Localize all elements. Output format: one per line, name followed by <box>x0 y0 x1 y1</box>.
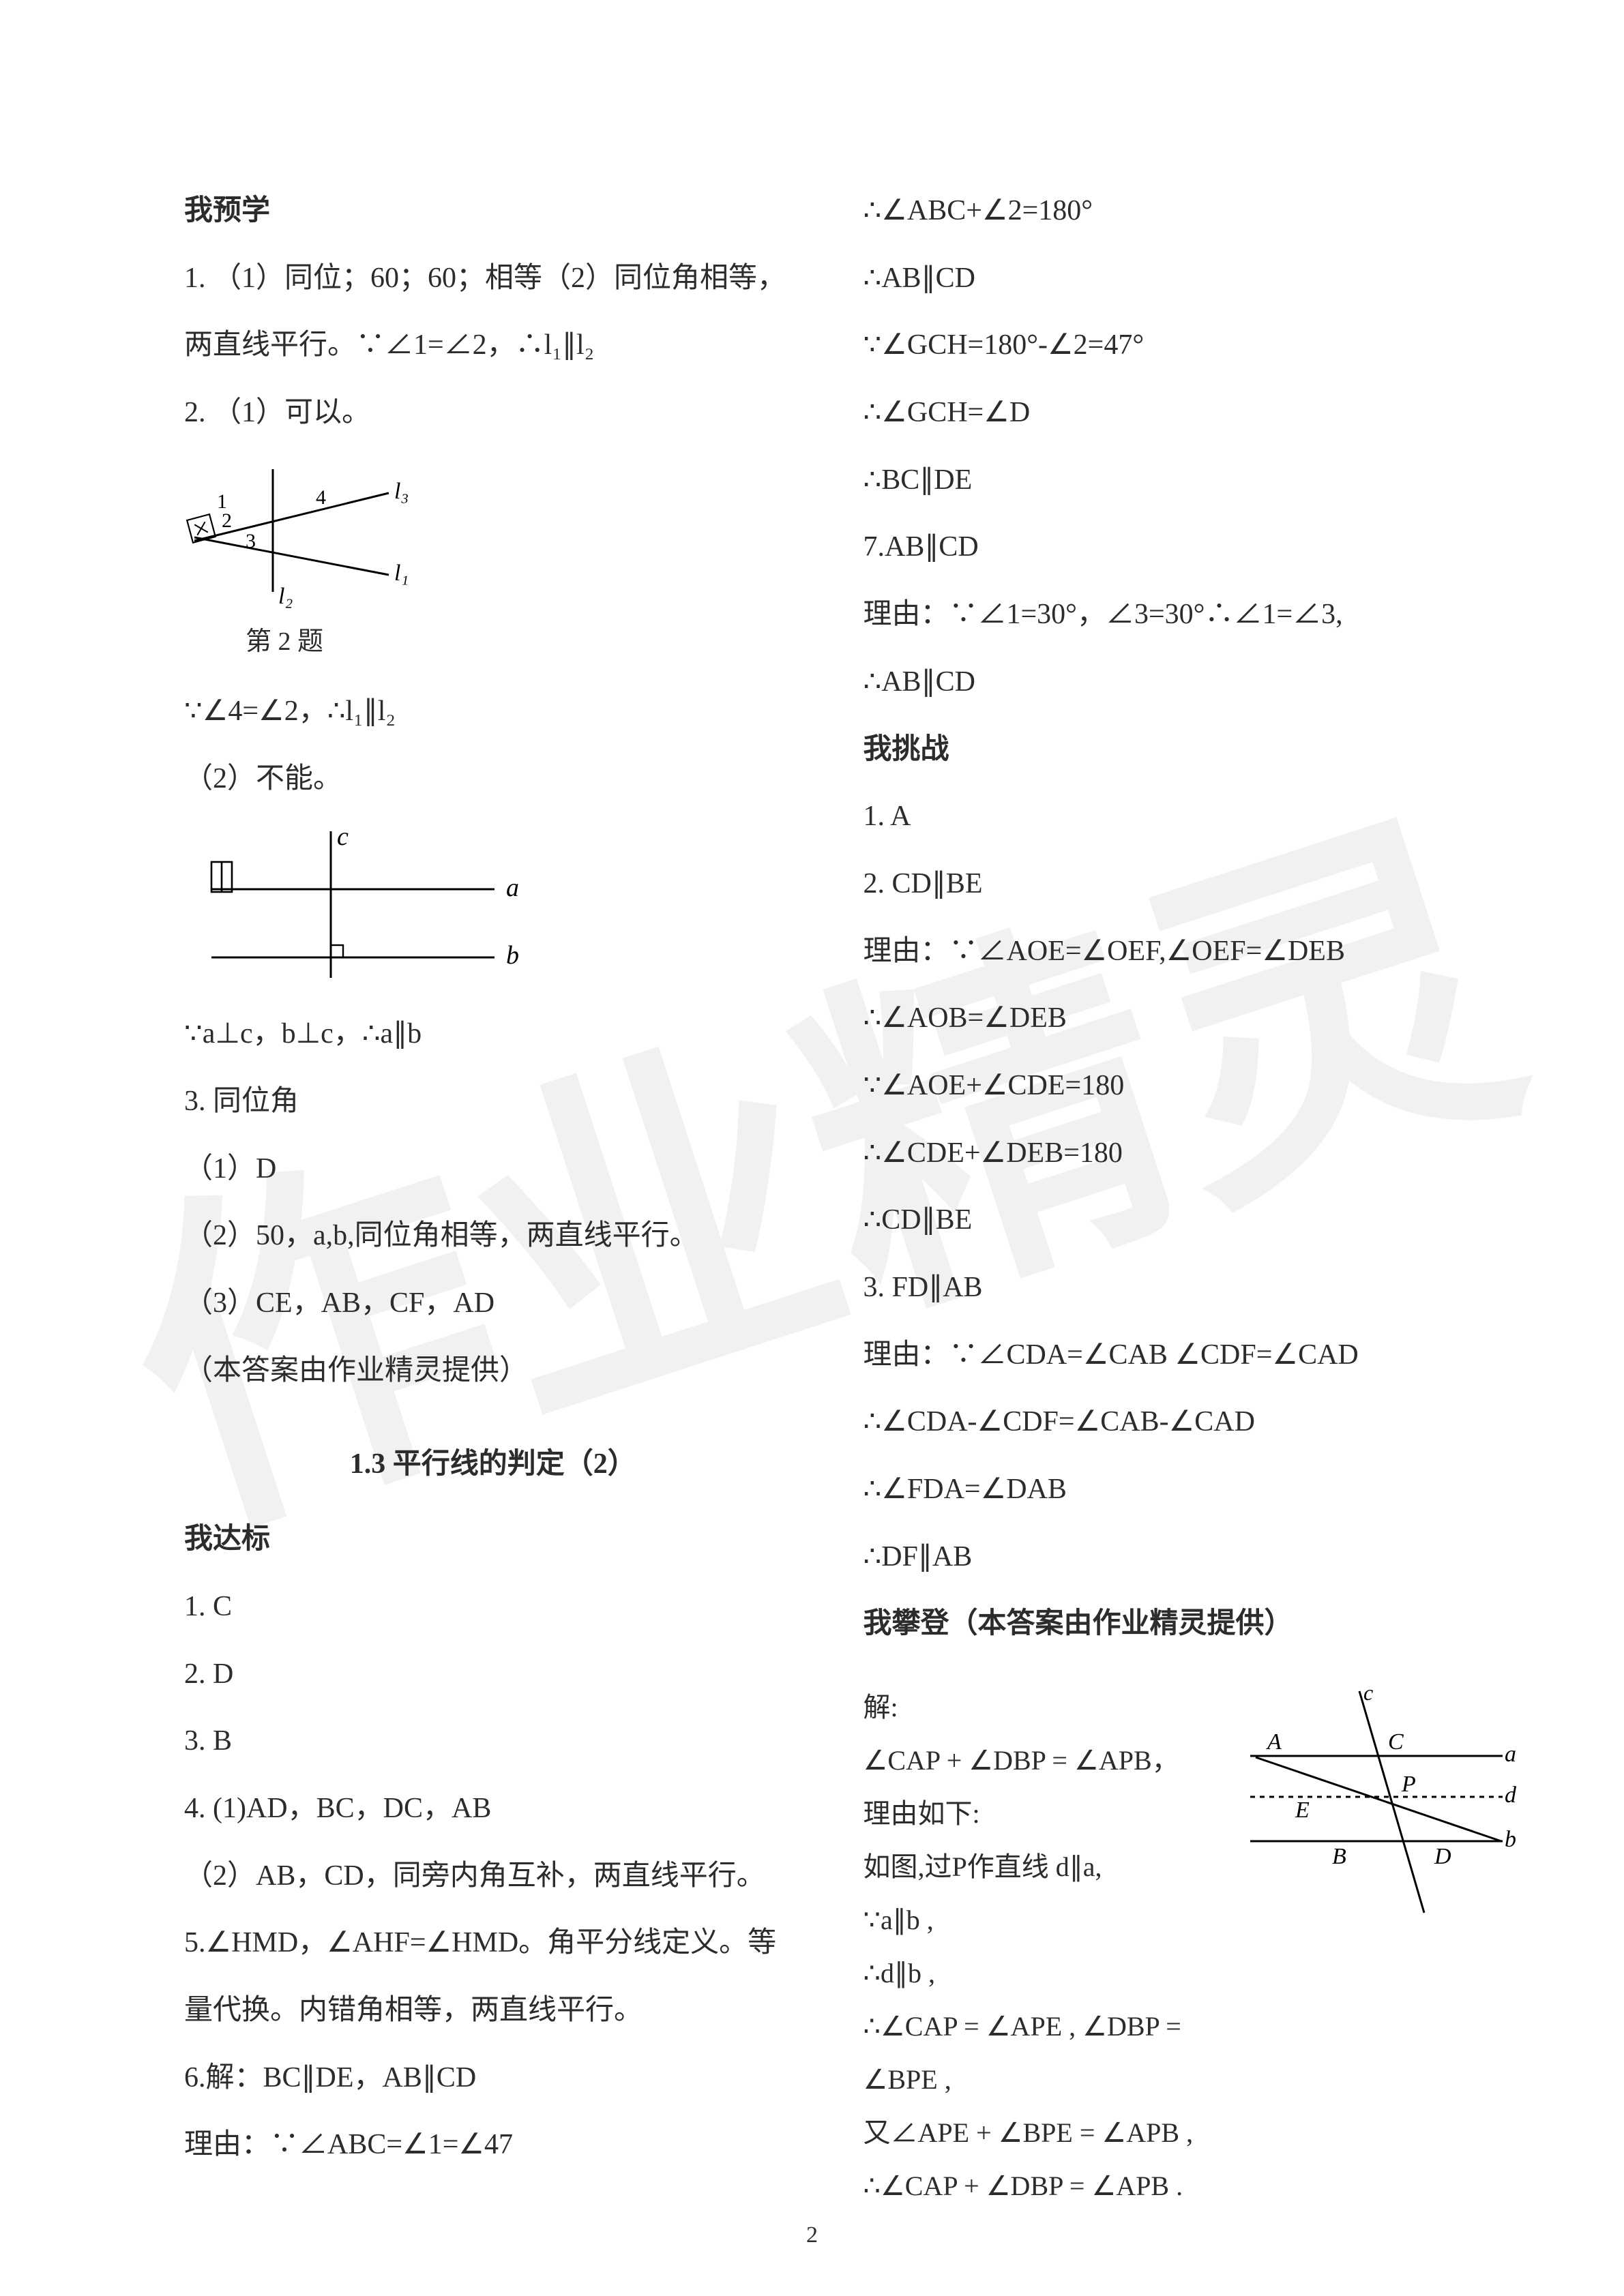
label-a: a <box>506 874 519 902</box>
item-3-2: （2）50，a,b,同位角相等，两直线平行。 <box>184 1202 802 1270</box>
preview-heading: 我预学 <box>184 177 802 245</box>
label-l2: l₂ <box>278 584 293 609</box>
item-2: 2. （1）可以。 <box>184 379 802 447</box>
c2d: ∵∠AOE+∠CDE=180 <box>863 1052 1481 1120</box>
math-answer-page: 作业精灵 我预学 1. （1）同位；60；60；相等（2）同位角相等，两直线平行… <box>0 0 1624 2296</box>
climb-heading: 我攀登（本答案由作业精灵提供） <box>863 1590 1481 1658</box>
climb-solution: 解: ∠CAP + ∠DBP = ∠APB， 理由如下: 如图,过P作直线 d∥… <box>863 1681 1481 2213</box>
label-l3: l₃ <box>394 479 409 504</box>
c3b: 理由：∵∠CDA=∠CAB ∠CDF=∠CAD <box>863 1322 1481 1389</box>
label-b2: b <box>1505 1827 1516 1852</box>
section-1-3-heading: 1.3 平行线的判定（2） <box>184 1431 802 1498</box>
r7c: ∴AB∥CD <box>863 648 1481 716</box>
right-angle-icon <box>331 945 343 957</box>
label-B: B <box>1332 1844 1346 1869</box>
item-3: 3. 同位角 <box>184 1068 802 1135</box>
figure-2-caption: 第 2 题 <box>184 612 802 672</box>
climb-t6: ∴∠CAP = ∠APE , ∠DBP = ∠BPE , <box>863 2000 1209 2106</box>
climb-t0: 解: <box>863 1681 1209 1734</box>
c3: 3. FD∥AB <box>863 1254 1481 1322</box>
label-A: A <box>1266 1729 1282 1755</box>
page-number: 2 <box>806 2222 818 2248</box>
label-c: c <box>337 824 349 851</box>
s4: 4. (1)AD，BC，DC，AB <box>184 1775 802 1843</box>
left-column: 我预学 1. （1）同位；60；60；相等（2）同位角相等，两直线平行。∵∠1=… <box>184 177 802 2213</box>
r5: ∴BC∥DE <box>863 447 1481 514</box>
label-4: 4 <box>316 486 326 509</box>
credit-line: （本答案由作业精灵提供） <box>184 1337 802 1405</box>
label-d2: d <box>1505 1783 1516 1808</box>
r7: 7.AB∥CD <box>863 513 1481 581</box>
label-3: 3 <box>246 530 256 552</box>
label-1: 1 <box>217 490 227 513</box>
r4: ∴∠GCH=∠D <box>863 379 1481 447</box>
s3: 3. B <box>184 1708 802 1775</box>
two-column-layout: 我预学 1. （1）同位；60；60；相等（2）同位角相等，两直线平行。∵∠1=… <box>184 177 1481 2213</box>
item-3-1: （1）D <box>184 1135 802 1203</box>
c2c: ∴∠AOB=∠DEB <box>863 985 1481 1052</box>
s6b: 理由：∵∠ABC=∠1=∠47 <box>184 2111 802 2179</box>
label-a2: a <box>1505 1742 1516 1767</box>
s1: 1. C <box>184 1573 802 1641</box>
climb-figure: c C A a E P d B D b <box>1230 1681 1516 1926</box>
climb-t4: ∵a∥b , <box>863 1894 1209 1947</box>
perp-conclusion: ∵a⊥c，b⊥c，∴a∥b <box>184 1000 802 1068</box>
s4b: （2）AB，CD，同旁内角互补，两直线平行。 <box>184 1843 802 1910</box>
right-column: ∴∠ABC+∠2=180° ∴AB∥CD ∵∠GCH=180°-∠2=47° ∴… <box>863 177 1481 2213</box>
label-E: E <box>1295 1798 1310 1823</box>
climb-t5: ∴d∥b , <box>863 1947 1209 2000</box>
r7b: 理由：∵∠1=30°，∠3=30°∴∠1=∠3, <box>863 581 1481 648</box>
label-l1: l₁ <box>394 561 409 586</box>
climb-figure-svg: c C A a E P d B D b <box>1230 1681 1516 1926</box>
climb-t1: ∠CAP + ∠DBP = ∠APB， <box>863 1734 1209 1787</box>
c2: 2. CD∥BE <box>863 850 1481 918</box>
c2b: 理由：∵∠AOE=∠OEF,∠OEF=∠DEB <box>863 918 1481 985</box>
c1: 1. A <box>863 783 1481 850</box>
r3: ∵∠GCH=180°-∠2=47° <box>863 312 1481 379</box>
line-l1 <box>194 537 389 575</box>
s5: 5.∠HMD，∠AHF=∠HMD。角平分线定义。等量代换。内错角相等，两直线平行… <box>184 1909 802 2044</box>
line-AP <box>1256 1757 1501 1841</box>
s6: 6.解：BC∥DE，AB∥CD <box>184 2044 802 2112</box>
item-1: 1. （1）同位；60；60；相等（2）同位角相等，两直线平行。∵∠1=∠2，∴… <box>184 245 802 379</box>
label-P: P <box>1401 1772 1416 1797</box>
standard-heading: 我达标 <box>184 1506 802 1573</box>
figure-perp-svg: c a b <box>184 824 539 995</box>
r2: ∴AB∥CD <box>863 245 1481 312</box>
item-3-3: （3）CE，AB，CF，AD <box>184 1270 802 1337</box>
climb-t3: 如图,过P作直线 d∥a, <box>863 1840 1209 1894</box>
figure-2-svg: 2 3 4 1 l₃ l₁ l₂ <box>184 459 437 616</box>
fig2-conclusion: ∵∠4=∠2，∴l₁∥l₂ <box>184 678 802 745</box>
c3c: ∴∠CDA-∠CDF=∠CAB-∠CAD <box>863 1388 1481 1456</box>
figure-2: 2 3 4 1 l₃ l₁ l₂ 第 2 题 <box>184 459 802 672</box>
climb-t8: ∴∠CAP + ∠DBP = ∠APB . <box>863 2160 1209 2213</box>
c2f: ∴CD∥BE <box>863 1187 1481 1254</box>
figure-perp: c a b <box>184 824 802 995</box>
r1: ∴∠ABC+∠2=180° <box>863 177 1481 245</box>
line-c2 <box>1359 1691 1424 1913</box>
perp-diag-2 <box>194 522 208 535</box>
climb-t7: 又∠APE + ∠BPE = ∠APB , <box>863 2106 1209 2160</box>
climb-t2: 理由如下: <box>863 1787 1209 1840</box>
c3e: ∴DF∥AB <box>863 1523 1481 1591</box>
climb-text: 解: ∠CAP + ∠DBP = ∠APB， 理由如下: 如图,过P作直线 d∥… <box>863 1681 1209 2213</box>
label-c-top: c <box>1363 1681 1373 1705</box>
label-b: b <box>506 941 519 970</box>
item-2b: （2）不能。 <box>184 745 802 813</box>
s2: 2. D <box>184 1641 802 1708</box>
challenge-heading: 我挑战 <box>863 716 1481 784</box>
label-C: C <box>1388 1729 1404 1755</box>
c2e: ∴∠CDE+∠DEB=180 <box>863 1120 1481 1187</box>
c3d: ∴∠FDA=∠DAB <box>863 1456 1481 1523</box>
label-D: D <box>1434 1844 1451 1869</box>
